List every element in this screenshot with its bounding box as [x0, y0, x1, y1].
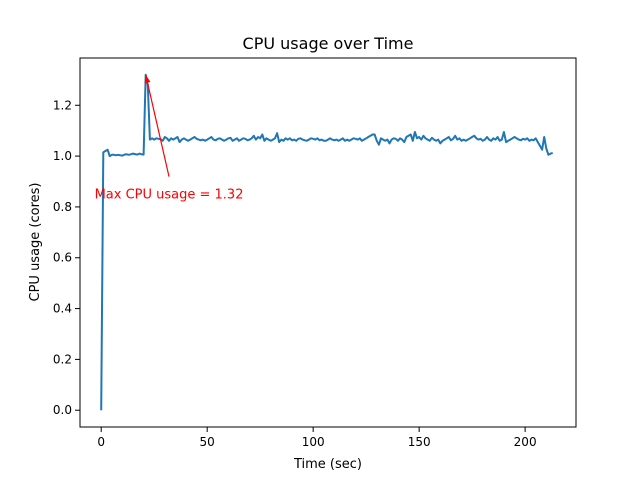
y-tick-label: 1.2 [53, 98, 72, 112]
chart-title: CPU usage over Time [243, 34, 414, 53]
annotation-arrow [145, 74, 170, 177]
x-tick-label: 0 [97, 435, 105, 449]
max-annotation: Max CPU usage = 1.32 [95, 74, 244, 203]
y-axis-ticks: 0.0 0.2 0.4 0.6 0.8 1.0 1.2 [53, 98, 80, 417]
x-tick-label: 150 [408, 435, 431, 449]
plot-area [79, 57, 577, 428]
y-tick-label: 0.6 [53, 251, 72, 265]
annotation-arrowhead [144, 74, 151, 84]
x-axis-label: Time (sec) [293, 457, 362, 472]
x-tick-label: 50 [200, 435, 215, 449]
y-tick-label: 0.4 [53, 302, 72, 316]
plot-frame [79, 57, 577, 428]
x-axis-ticks: 0 50 100 150 200 [97, 427, 537, 449]
y-tick-label: 1.0 [53, 149, 72, 163]
y-tick-label: 0.8 [53, 200, 72, 214]
y-axis-label: CPU usage (cores) [28, 183, 43, 302]
x-tick-label: 100 [302, 435, 325, 449]
y-tick-label: 0.2 [53, 352, 72, 366]
annotation-text: Max CPU usage = 1.32 [95, 188, 244, 203]
cpu-usage-line [100, 73, 553, 411]
y-tick-label: 0.0 [53, 403, 72, 417]
x-tick-label: 200 [514, 435, 537, 449]
